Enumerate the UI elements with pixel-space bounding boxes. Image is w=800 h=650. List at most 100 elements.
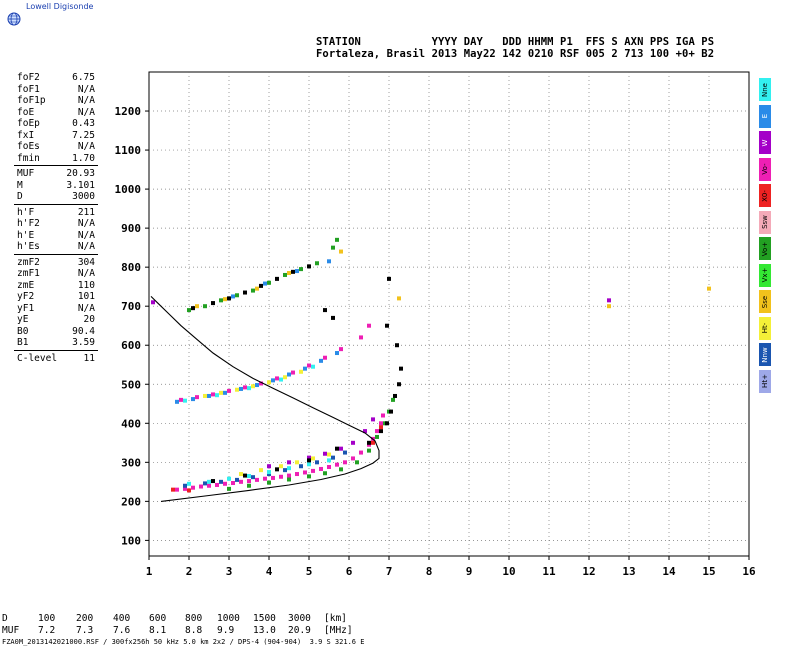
echo-point — [335, 446, 339, 451]
table-cell: 8.1 — [149, 625, 167, 636]
echo-point — [275, 467, 279, 472]
param-row: yE 20 — [0, 314, 98, 326]
echo-point — [283, 272, 287, 277]
param-value: 3.59 — [72, 337, 95, 348]
param-label: MUF — [17, 168, 35, 179]
echo-point — [183, 398, 187, 403]
legend-label: W — [761, 139, 769, 146]
echo-point — [379, 421, 383, 426]
param-value: N/A — [77, 83, 95, 95]
legend-swatch: Sse — [759, 290, 771, 313]
param-label: yF1 — [17, 302, 35, 314]
param-value: 7.25 — [72, 129, 95, 141]
x-tick-label: 14 — [662, 565, 676, 578]
echo-point — [327, 458, 331, 463]
header-field-names: STATION YYYY DAY DDD HHMM P1 FFS S AXN P… — [316, 36, 715, 48]
echo-point — [607, 304, 611, 309]
echo-point — [219, 298, 223, 303]
echo-point — [307, 458, 311, 463]
param-value: 20 — [83, 314, 95, 325]
param-value: N/A — [77, 141, 95, 152]
param-row: yF2 101 — [0, 291, 98, 303]
echo-point — [339, 467, 343, 472]
echo-point — [375, 434, 379, 439]
param-value: 211 — [77, 206, 95, 218]
echo-point — [299, 464, 303, 469]
echo-point — [239, 472, 243, 477]
legend-label: Vo- — [761, 163, 769, 175]
param-row: zmF2 304 — [0, 257, 98, 269]
x-tick-label: 13 — [622, 565, 635, 578]
param-value: 6.75 — [72, 72, 95, 83]
echo-point — [331, 315, 335, 320]
param-label: foE — [17, 106, 35, 118]
param-row: D 3000 — [0, 191, 98, 203]
echo-point — [203, 481, 207, 486]
echo-point — [271, 378, 275, 383]
param-value: 90.4 — [72, 325, 95, 337]
echo-point — [247, 386, 251, 391]
param-label: B0 — [17, 325, 29, 337]
echo-point — [607, 298, 611, 303]
echo-point — [251, 475, 255, 480]
legend-swatch: Ht- — [759, 316, 771, 340]
echo-point — [363, 429, 367, 434]
y-tick-label: 300 — [121, 456, 141, 469]
param-label: h'F2 — [17, 218, 40, 229]
echo-point — [191, 485, 195, 490]
echo-point — [243, 473, 247, 478]
param-label: yE — [17, 314, 29, 325]
echo-point — [223, 297, 227, 302]
param-label: zmF2 — [17, 256, 40, 268]
param-label: yF2 — [17, 291, 35, 302]
y-tick-label: 500 — [121, 378, 141, 391]
echo-point — [195, 304, 199, 309]
echo-point — [267, 480, 271, 485]
echo-point — [315, 261, 319, 266]
echo-point — [399, 366, 403, 371]
echo-point — [393, 393, 397, 398]
echo-point — [335, 462, 339, 467]
param-label: B1 — [17, 337, 29, 348]
legend-label: Ssw — [761, 215, 769, 229]
echo-point — [295, 460, 299, 465]
param-row: h'Es N/A — [0, 241, 98, 253]
echo-point — [307, 264, 311, 269]
param-row: h'F2 N/A — [0, 218, 98, 230]
echo-point — [335, 237, 339, 242]
echo-point — [379, 425, 383, 430]
legend-swatch: Vx+ — [759, 263, 771, 287]
echo-point — [311, 468, 315, 473]
table-cell: 100 — [38, 613, 56, 624]
echo-point — [247, 473, 251, 478]
echo-point — [397, 382, 401, 387]
legend-swatch: Vo- — [759, 157, 771, 181]
param-value: 101 — [77, 291, 95, 302]
echo-point — [247, 479, 251, 484]
x-tick-label: 11 — [542, 565, 556, 578]
echo-point — [295, 472, 299, 477]
echo-point — [243, 290, 247, 295]
legend-swatch: Ht+ — [759, 369, 771, 393]
echo-point — [339, 249, 343, 254]
param-label: foF1p — [17, 95, 46, 106]
param-value: 3.101 — [66, 179, 95, 191]
legend-swatch: Ssw — [759, 210, 771, 234]
echo-point — [367, 440, 371, 445]
echo-point — [207, 479, 211, 484]
param-value: N/A — [77, 268, 95, 279]
param-label: D — [17, 191, 23, 202]
echo-point — [287, 473, 291, 478]
echo-point — [267, 470, 271, 475]
echo-point — [397, 296, 401, 301]
param-value: 3000 — [72, 191, 95, 202]
echo-point — [199, 484, 203, 489]
param-label: h'F — [17, 206, 35, 218]
param-divider — [14, 203, 98, 205]
x-tick-label: 8 — [426, 565, 433, 578]
param-row: fxI 7.25 — [0, 130, 98, 142]
echo-point — [175, 487, 179, 492]
y-tick-label: 600 — [121, 339, 141, 352]
echo-point — [355, 460, 359, 465]
